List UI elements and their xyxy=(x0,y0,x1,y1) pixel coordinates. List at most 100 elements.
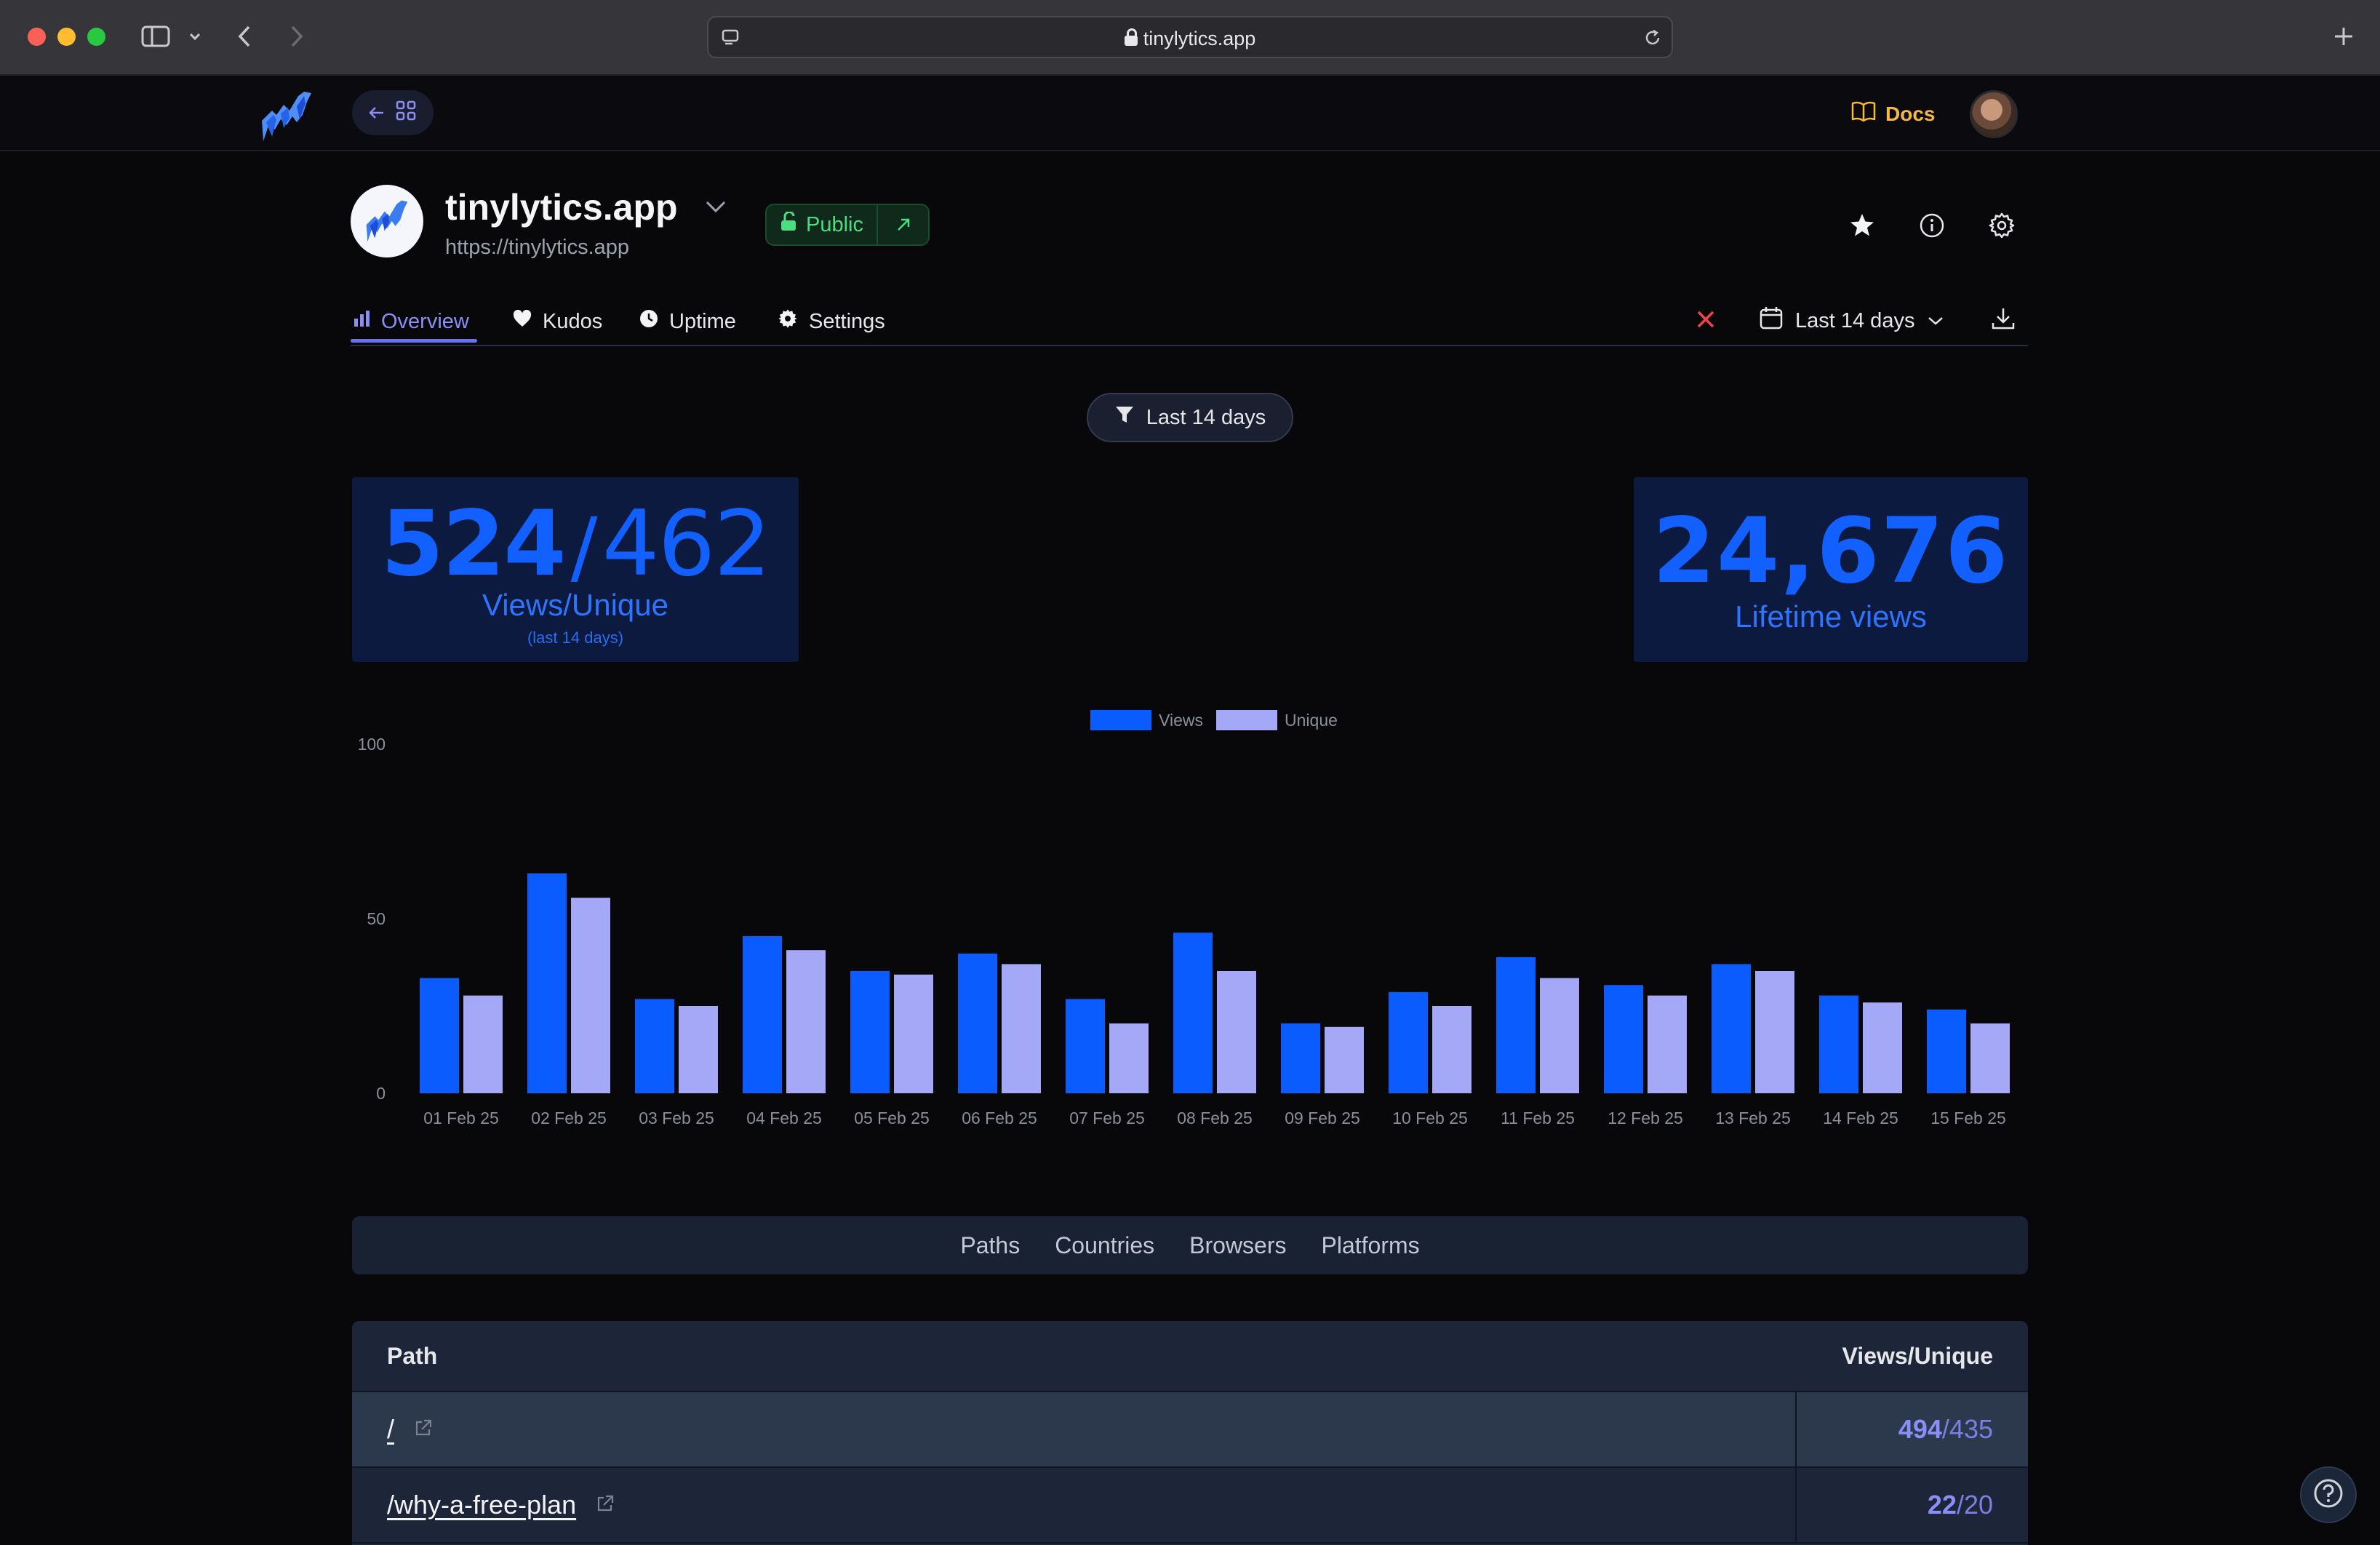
path-link[interactable]: /why-a-free-plan xyxy=(387,1490,577,1520)
bar-views-2[interactable] xyxy=(527,873,567,1093)
public-toggle[interactable]: Public xyxy=(767,205,878,244)
column-header-path: Path xyxy=(387,1342,438,1369)
tab-overview[interactable]: Overview xyxy=(352,301,469,342)
views-unique-separator: / xyxy=(570,500,598,594)
book-icon xyxy=(1850,100,1877,127)
subtab-paths[interactable]: Paths xyxy=(960,1231,1021,1258)
help-button[interactable] xyxy=(2300,1466,2357,1523)
back-icon[interactable] xyxy=(231,20,257,52)
site-name: tinylytics.app xyxy=(445,187,678,228)
bar-views-10[interactable] xyxy=(1389,991,1428,1093)
bar-unique-12[interactable] xyxy=(1648,995,1687,1093)
external-link-icon[interactable] xyxy=(595,1490,615,1520)
unlock-icon xyxy=(780,211,799,238)
date-range-label: Last 14 days xyxy=(1795,308,1915,332)
external-link-icon[interactable] xyxy=(413,1414,434,1445)
bar-views-4[interactable] xyxy=(743,936,782,1093)
bar-unique-14[interactable] xyxy=(1863,1002,1902,1093)
gear-icon[interactable] xyxy=(1986,209,2018,241)
tab-settings-label: Settings xyxy=(809,309,885,333)
y-tick-label: 50 xyxy=(367,909,386,928)
bar-unique-1[interactable] xyxy=(463,995,503,1093)
site-logo xyxy=(351,185,423,258)
address-bar[interactable]: tinylytics.app xyxy=(707,16,1673,58)
bar-views-3[interactable] xyxy=(635,999,674,1093)
views-bar-chart: 0 50 100 01 Feb 25 02 Feb 25 03 Feb 25 04 Feb … xyxy=(358,735,2010,1127)
new-tab-icon[interactable] xyxy=(2328,20,2360,52)
info-icon[interactable] xyxy=(1916,209,1948,241)
public-label: Public xyxy=(806,212,863,236)
views-count: 524 xyxy=(380,492,567,596)
bar-views-7[interactable] xyxy=(1066,999,1105,1093)
period-label: (last 14 days) xyxy=(527,628,624,647)
bar-views-15[interactable] xyxy=(1927,1009,1966,1093)
table-row[interactable]: /why-a-free-plan 22/20 xyxy=(352,1468,2028,1544)
back-to-sites-button[interactable] xyxy=(352,90,434,135)
date-range-select[interactable]: Last 14 days xyxy=(1759,306,1945,336)
bar-views-1[interactable] xyxy=(420,978,459,1093)
table-header: Path Views/Unique xyxy=(352,1321,2028,1392)
bar-unique-7[interactable] xyxy=(1109,1023,1149,1093)
subtab-browsers[interactable]: Browsers xyxy=(1189,1231,1287,1258)
bar-unique-2[interactable] xyxy=(571,898,610,1093)
docs-label: Docs xyxy=(1885,102,1936,125)
bar-views-12[interactable] xyxy=(1604,985,1643,1093)
sidebar-toggle-icon[interactable] xyxy=(140,20,172,52)
legend-item-views[interactable]: Views xyxy=(1090,710,1203,730)
minimize-window-button[interactable] xyxy=(57,28,76,46)
star-icon[interactable] xyxy=(1846,209,1878,241)
docs-link[interactable]: Docs xyxy=(1850,100,1935,127)
bar-unique-4[interactable] xyxy=(786,950,826,1093)
bar-unique-5[interactable] xyxy=(894,974,933,1093)
active-filter-pill[interactable]: Last 14 days xyxy=(1087,393,1293,442)
bar-unique-11[interactable] xyxy=(1540,978,1579,1093)
legend-item-unique[interactable]: Unique xyxy=(1216,710,1338,730)
lifetime-views-value: 24,676 xyxy=(1652,499,2010,604)
bar-unique-6[interactable] xyxy=(1002,964,1041,1093)
user-avatar[interactable] xyxy=(1970,90,2018,138)
chevron-down-icon xyxy=(1926,309,1945,333)
path-link[interactable]: / xyxy=(387,1414,395,1444)
bar-unique-10[interactable] xyxy=(1432,1006,1471,1093)
bar-unique-3[interactable] xyxy=(679,1006,718,1093)
x-tick-label: 10 Feb 25 xyxy=(1392,1109,1468,1127)
maximize-window-button[interactable] xyxy=(87,28,105,46)
bar-views-11[interactable] xyxy=(1496,957,1536,1093)
bar-views-13[interactable] xyxy=(1712,964,1751,1093)
tab-uptime[interactable]: Uptime xyxy=(639,301,736,342)
open-public-page-icon[interactable] xyxy=(878,217,928,233)
clear-filter-close-icon[interactable] xyxy=(1695,308,1717,334)
page-menu-icon[interactable] xyxy=(716,22,745,54)
subtab-countries[interactable]: Countries xyxy=(1055,1231,1155,1258)
x-tick-label: 14 Feb 25 xyxy=(1823,1109,1898,1127)
site-switcher-chevron-icon[interactable] xyxy=(703,198,729,219)
bar-views-9[interactable] xyxy=(1281,1023,1320,1093)
bar-views-14[interactable] xyxy=(1819,995,1858,1093)
x-tick-label: 01 Feb 25 xyxy=(423,1109,499,1127)
x-tick-label: 04 Feb 25 xyxy=(746,1109,822,1127)
tab-overview-label: Overview xyxy=(381,309,469,333)
bar-unique-13[interactable] xyxy=(1755,971,1794,1093)
bar-views-8[interactable] xyxy=(1173,933,1213,1093)
bar-views-5[interactable] xyxy=(850,971,890,1093)
bar-unique-8[interactable] xyxy=(1217,971,1256,1093)
bar-unique-15[interactable] xyxy=(1970,1023,2010,1093)
forward-icon[interactable] xyxy=(284,20,310,52)
tinylytics-logo[interactable] xyxy=(256,86,317,147)
tab-kudos[interactable]: Kudos xyxy=(512,301,602,342)
chevron-down-icon[interactable] xyxy=(186,20,204,52)
close-window-button[interactable] xyxy=(28,28,46,46)
grid-icon xyxy=(395,100,417,127)
bar-chart-icon xyxy=(352,309,371,334)
subtab-platforms[interactable]: Platforms xyxy=(1321,1231,1420,1258)
clock-icon xyxy=(639,308,659,335)
bar-unique-9[interactable] xyxy=(1325,1026,1364,1093)
gear-icon xyxy=(777,308,799,335)
table-row[interactable]: / 494/435 xyxy=(352,1392,2028,1468)
tab-settings[interactable]: Settings xyxy=(777,301,885,342)
x-tick-label: 09 Feb 25 xyxy=(1285,1109,1360,1127)
reload-icon[interactable] xyxy=(1638,22,1667,54)
download-icon[interactable] xyxy=(1990,306,2016,335)
legend-swatch-views xyxy=(1090,710,1152,730)
bar-views-6[interactable] xyxy=(958,954,997,1093)
